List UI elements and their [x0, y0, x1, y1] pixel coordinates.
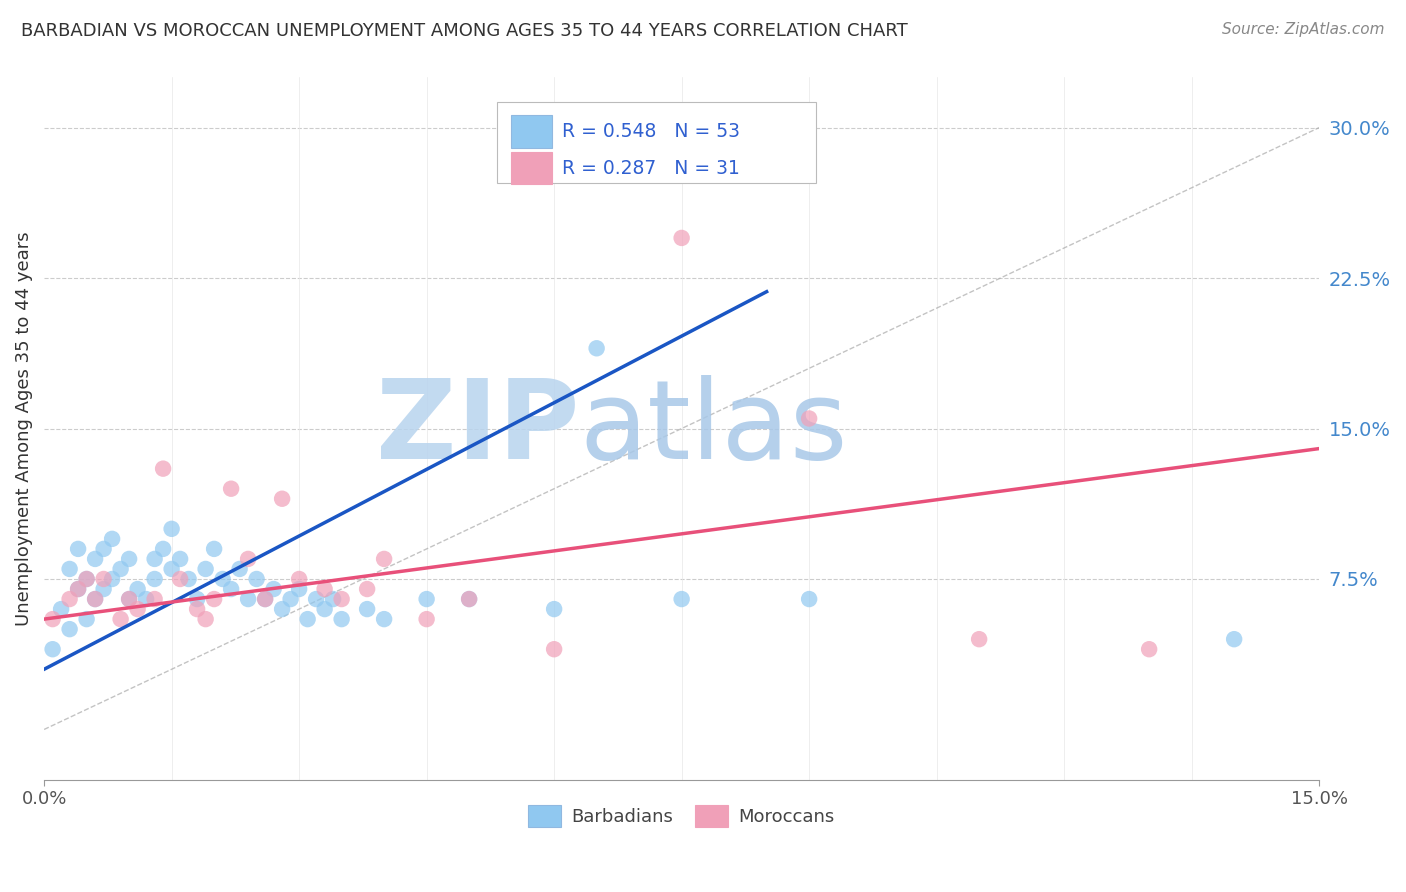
FancyBboxPatch shape: [510, 115, 551, 148]
Point: [93, 582, 115, 596]
Point: [263, 582, 285, 596]
Point: [543, 602, 565, 616]
Point: [202, 541, 225, 556]
Point: [76, 612, 98, 626]
Point: [186, 592, 208, 607]
Point: [59, 562, 82, 576]
Point: [67, 582, 90, 596]
Point: [373, 552, 395, 566]
Point: [93, 572, 115, 586]
Point: [41, 612, 63, 626]
Point: [330, 592, 353, 607]
Point: [127, 582, 149, 596]
Point: [59, 622, 82, 636]
Point: [314, 582, 336, 596]
Point: [585, 341, 607, 355]
Point: [194, 562, 217, 576]
Point: [415, 612, 437, 626]
Point: [84, 592, 107, 607]
Point: [356, 582, 378, 596]
Point: [671, 592, 693, 607]
Point: [59, 592, 82, 607]
Point: [143, 552, 166, 566]
Point: [271, 602, 294, 616]
Point: [246, 572, 269, 586]
Point: [314, 602, 336, 616]
Point: [280, 592, 302, 607]
Point: [152, 461, 174, 475]
Point: [271, 491, 294, 506]
Point: [288, 582, 311, 596]
Point: [160, 562, 183, 576]
Point: [458, 592, 481, 607]
Point: [194, 612, 217, 626]
Point: [110, 612, 132, 626]
Y-axis label: Unemployment Among Ages 35 to 44 years: Unemployment Among Ages 35 to 44 years: [15, 231, 32, 626]
Point: [67, 541, 90, 556]
Point: [373, 612, 395, 626]
Point: [211, 572, 233, 586]
Legend: Barbadians, Moroccans: Barbadians, Moroccans: [522, 797, 842, 834]
Point: [135, 592, 157, 607]
Point: [202, 592, 225, 607]
Point: [330, 612, 353, 626]
Point: [160, 522, 183, 536]
Point: [127, 602, 149, 616]
Point: [76, 572, 98, 586]
Point: [143, 592, 166, 607]
Point: [797, 411, 820, 425]
Point: [169, 552, 191, 566]
Point: [297, 612, 319, 626]
Point: [967, 632, 990, 647]
Text: R = 0.287   N = 31: R = 0.287 N = 31: [562, 159, 740, 178]
Point: [118, 592, 141, 607]
Point: [169, 572, 191, 586]
Point: [322, 592, 344, 607]
Point: [84, 592, 107, 607]
Point: [1137, 642, 1160, 657]
Text: Source: ZipAtlas.com: Source: ZipAtlas.com: [1222, 22, 1385, 37]
Point: [41, 642, 63, 657]
Point: [76, 572, 98, 586]
Point: [219, 582, 242, 596]
Point: [356, 602, 378, 616]
Point: [143, 572, 166, 586]
Point: [236, 592, 259, 607]
Point: [797, 592, 820, 607]
Point: [177, 572, 200, 586]
Point: [236, 552, 259, 566]
Point: [415, 592, 437, 607]
Point: [186, 602, 208, 616]
Point: [288, 572, 311, 586]
Point: [543, 642, 565, 657]
Point: [110, 562, 132, 576]
Point: [67, 582, 90, 596]
Text: BARBADIAN VS MOROCCAN UNEMPLOYMENT AMONG AGES 35 TO 44 YEARS CORRELATION CHART: BARBADIAN VS MOROCCAN UNEMPLOYMENT AMONG…: [21, 22, 908, 40]
Point: [228, 562, 250, 576]
Point: [93, 541, 115, 556]
FancyBboxPatch shape: [510, 152, 551, 184]
Point: [118, 552, 141, 566]
Point: [254, 592, 277, 607]
Text: R = 0.548   N = 53: R = 0.548 N = 53: [562, 122, 740, 141]
Point: [219, 482, 242, 496]
Point: [458, 592, 481, 607]
FancyBboxPatch shape: [496, 102, 815, 183]
Point: [671, 231, 693, 245]
Point: [84, 552, 107, 566]
Point: [101, 532, 124, 546]
Point: [254, 592, 277, 607]
Text: ZIP: ZIP: [377, 375, 579, 482]
Point: [152, 541, 174, 556]
Point: [305, 592, 328, 607]
Point: [49, 602, 72, 616]
Point: [1223, 632, 1246, 647]
Text: atlas: atlas: [579, 375, 848, 482]
Point: [101, 572, 124, 586]
Point: [118, 592, 141, 607]
